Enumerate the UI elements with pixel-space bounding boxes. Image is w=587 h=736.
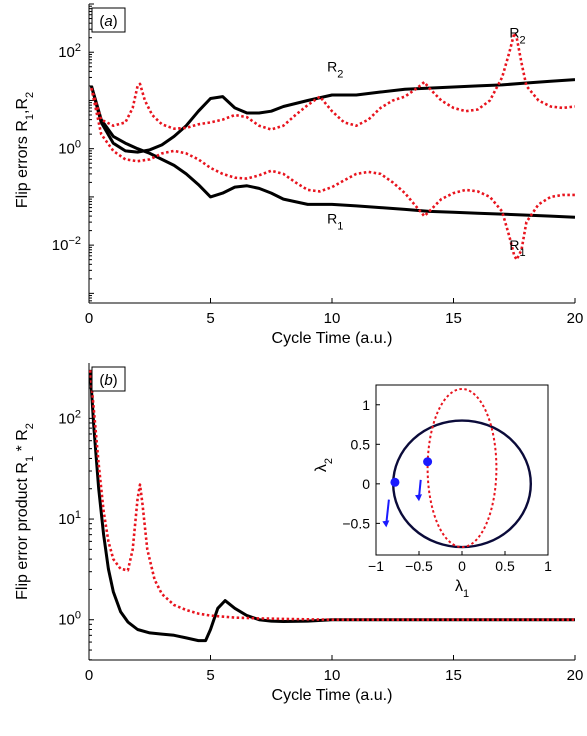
y-axis-label: Flip errors R1,R2 [14,92,36,208]
inset-y-tick-label: 0 [362,476,370,492]
inset-x-tick-label: 0.5 [495,558,515,574]
direction-arrow-head [382,520,390,528]
x-tick-label: 15 [445,667,462,684]
dotted-series-line [90,31,575,131]
solid-series-line [89,78,575,154]
panel-label: (b) [99,372,117,389]
inset-y-tick-label: 1 [362,397,370,413]
x-tick-label: 0 [85,310,93,327]
dotted-series-line [90,87,575,261]
state-marker-dot [390,477,400,487]
inset-frame [375,384,549,556]
inset-y-tick-label: 0.5 [351,436,371,452]
solid-series-line [89,370,575,643]
dotted-orbit-ellipse [426,387,498,549]
x-tick-label: 10 [324,310,341,327]
inset-y-tick-label: −0.5 [342,515,370,531]
inset-x-tick-label: 1 [544,558,552,574]
y-tick-label: 102 [58,408,81,427]
x-tick-label: 15 [445,310,462,327]
x-tick-label: 20 [567,310,584,327]
y-tick-label: 100 [58,139,81,158]
y-axis-label: Flip error product R1 * R2 [14,423,36,600]
series-group [89,31,575,261]
x-axis-label: Cycle Time (a.u.) [272,330,393,347]
solid-series-line [89,85,575,219]
x-tick-label: 0 [85,667,93,684]
direction-arrow-shaft [418,479,422,498]
x-tick-label: 20 [567,667,584,684]
inset-x-tick-label: −0.5 [405,558,433,574]
inset: −1 −0.5 0 0.5 1 1 0.5 0 −0.5 λ1 λ2 [313,384,552,600]
series-annotation: R2 [509,25,525,47]
direction-arrow-head [415,494,422,502]
state-marker-dot [423,457,433,467]
series-annotation: R2 [327,58,343,80]
inset-x-tick-label: −1 [368,558,384,574]
inset-x-tick-label: 0 [458,558,466,574]
series-annotation: R1 [509,237,525,259]
panel-label-box [91,7,126,33]
x-tick-label: 5 [206,310,214,327]
x-axis-label: Cycle Time (a.u.) [272,687,393,704]
series-group [89,370,575,643]
inset-y-axis-label: λ2 [313,458,335,472]
y-tick-label: 102 [58,42,81,61]
panel-a: 0 5 10 15 20 102 100 10−2 R2 R1 R2 R1 (a) Cycle Time … [14,3,584,347]
y-tick-label: 10−2 [52,235,81,254]
y-tick-label: 100 [58,610,81,629]
y-tick-label: 101 [58,509,81,528]
inset-x-axis-label: λ1 [455,578,469,600]
panel-label-box [91,366,126,392]
panel-label: (a) [99,13,117,30]
direction-arrow-shaft [385,499,390,524]
series-annotation: R1 [327,211,343,233]
x-tick-label: 10 [324,667,341,684]
x-tick-label: 5 [206,667,214,684]
